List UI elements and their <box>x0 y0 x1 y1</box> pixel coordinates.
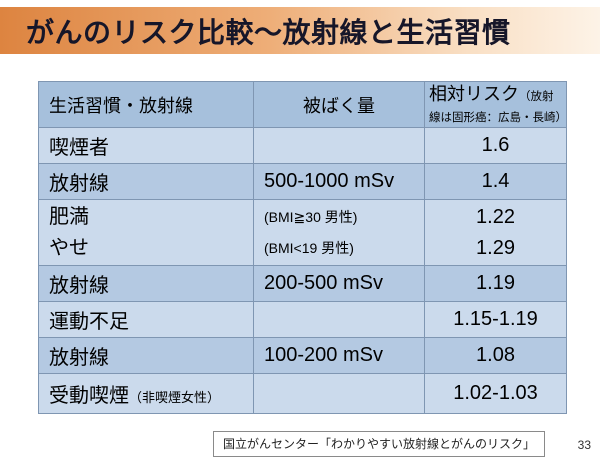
cell-habit: 受動喫煙（非喫煙女性） <box>38 373 254 415</box>
cell-risk: 1.19 <box>424 265 567 303</box>
cell-risk: 1.02-1.03 <box>424 373 567 415</box>
dose-line-obesity: (BMI≧30 男性) <box>264 208 358 225</box>
column-header-dose: 被ばく量 <box>253 80 425 129</box>
slide-title-bar: がんのリスク比較～放射線と生活習慣 <box>0 7 600 54</box>
cell-dose: 500-1000 mSv <box>253 163 425 201</box>
habit-label: 受動喫煙 <box>49 385 129 408</box>
column-header-risk-note: （放射線は固形癌：広島・長崎） <box>429 91 567 124</box>
cell-habit: 放射線 <box>38 337 254 375</box>
cell-habit: 放射線 <box>38 163 254 201</box>
table-header-row: 生活習慣・放射線 被ばく量 相対リスク（放射線は固形癌：広島・長崎） <box>38 80 567 129</box>
cell-risk: 1.15-1.19 <box>424 301 567 339</box>
cell-risk: 1.08 <box>424 337 567 375</box>
cell-dose <box>253 301 425 339</box>
table-row: 放射線 500-1000 mSv 1.4 <box>38 163 567 201</box>
cell-habit: 肥満 やせ <box>38 199 254 267</box>
slide-title: がんのリスク比較～放射線と生活習慣 <box>26 16 511 48</box>
cell-risk: 1.22 1.29 <box>424 199 567 267</box>
page-number: 33 <box>577 438 591 452</box>
cell-risk: 1.6 <box>424 127 567 165</box>
column-header-habit: 生活習慣・放射線 <box>38 80 254 129</box>
cell-dose: 200-500 mSv <box>253 265 425 303</box>
risk-line-obesity: 1.22 <box>476 205 515 228</box>
habit-note: （非喫煙女性） <box>129 390 221 406</box>
column-header-risk-label: 相対リスク <box>429 84 519 104</box>
table-row: 放射線 100-200 mSv 1.08 <box>38 337 567 375</box>
cell-habit: 喫煙者 <box>38 127 254 165</box>
table-row: 放射線 200-500 mSv 1.19 <box>38 265 567 303</box>
source-citation: 国立がんセンター「わかりやすい放射線とがんのリスク」 <box>213 431 546 457</box>
risk-line-thin: 1.29 <box>476 236 515 259</box>
dose-line-thin: (BMI<19 男性) <box>264 239 354 256</box>
table-row: 喫煙者 1.6 <box>38 127 567 165</box>
cell-dose <box>253 127 425 165</box>
cell-habit: 運動不足 <box>38 301 254 339</box>
cell-dose: (BMI≧30 男性) (BMI<19 男性) <box>253 199 425 267</box>
habit-line-thin: やせ <box>49 236 89 259</box>
cell-risk: 1.4 <box>424 163 567 201</box>
column-header-risk: 相対リスク（放射線は固形癌：広島・長崎） <box>424 80 567 129</box>
cell-dose <box>253 373 425 415</box>
table-row: 運動不足 1.15-1.19 <box>38 301 567 339</box>
table-row: 肥満 やせ (BMI≧30 男性) (BMI<19 男性) 1.22 1.29 <box>38 199 567 267</box>
risk-comparison-table: 生活習慣・放射線 被ばく量 相対リスク（放射線は固形癌：広島・長崎） 喫煙者 1… <box>38 80 567 415</box>
habit-line-obesity: 肥満 <box>49 205 89 228</box>
table-row: 受動喫煙（非喫煙女性） 1.02-1.03 <box>38 373 567 415</box>
cell-habit: 放射線 <box>38 265 254 303</box>
cell-dose: 100-200 mSv <box>253 337 425 375</box>
